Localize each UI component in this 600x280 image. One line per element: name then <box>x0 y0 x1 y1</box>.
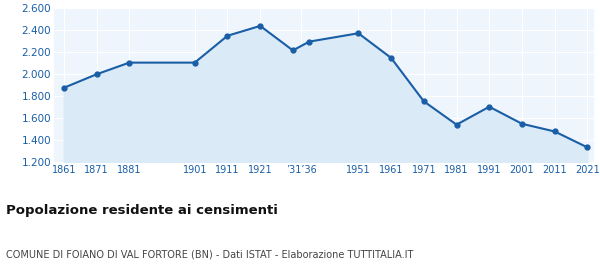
Text: COMUNE DI FOIANO DI VAL FORTORE (BN) - Dati ISTAT - Elaborazione TUTTITALIA.IT: COMUNE DI FOIANO DI VAL FORTORE (BN) - D… <box>6 249 413 259</box>
Text: Popolazione residente ai censimenti: Popolazione residente ai censimenti <box>6 204 278 217</box>
